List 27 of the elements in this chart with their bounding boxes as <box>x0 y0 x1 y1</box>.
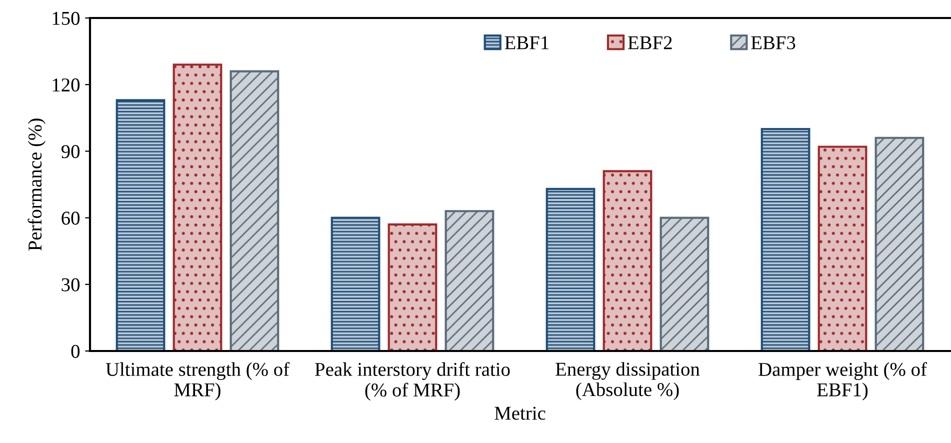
y-tick-label: 60 <box>62 212 80 225</box>
bar <box>602 170 652 351</box>
y-tick-label: 150 <box>52 12 80 25</box>
bar <box>230 70 280 351</box>
bar <box>660 216 710 351</box>
y-tick-label: 30 <box>62 278 80 292</box>
x-axis-title: Metric <box>494 406 546 420</box>
bar <box>172 64 222 351</box>
legend-label: EBF1 <box>504 36 548 50</box>
bar <box>818 146 868 351</box>
y-tick-label: 0 <box>71 344 80 358</box>
bar <box>116 99 166 351</box>
x-tick-label: Energy dissipation (Absolute %) <box>556 362 700 400</box>
bar <box>546 188 596 351</box>
y-tick-label: 90 <box>61 145 80 158</box>
x-tick-label: Damper weight (% of EBF1) <box>758 362 927 400</box>
x-tick-label: Ultimate strength (% of MRF) <box>106 362 290 400</box>
y-tick-label: 120 <box>52 78 80 92</box>
bar <box>330 216 380 351</box>
legend-label: EBF3 <box>751 36 796 50</box>
y-axis-title: Performance (%) <box>28 118 46 251</box>
bar <box>388 223 438 351</box>
bar <box>444 210 494 351</box>
legend-label: EBF2 <box>628 36 672 50</box>
bar <box>760 128 810 351</box>
bar <box>874 136 924 351</box>
x-tick-label: Peak interstory drift ratio (% of MRF) <box>315 362 510 401</box>
